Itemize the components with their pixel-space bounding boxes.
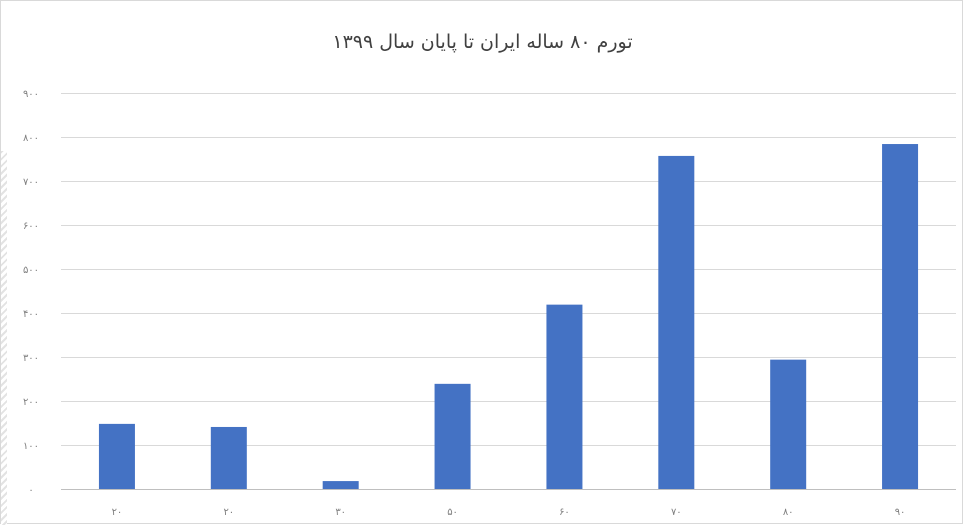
x-tick-label: ۵۰	[447, 507, 458, 518]
y-tick-label: ۸۰۰	[23, 133, 39, 144]
bar	[434, 383, 471, 489]
y-tick-label: ۵۰۰	[23, 265, 39, 276]
bars	[98, 144, 919, 490]
y-tick-label: ۱۰۰	[23, 441, 39, 452]
y-tick-label: ۷۰۰	[23, 177, 39, 188]
bar	[322, 481, 359, 489]
frame-edge-decoration	[1, 151, 7, 525]
y-axis-ticks: ۰ ۱۰۰ ۲۰۰ ۳۰۰ ۴۰۰ ۵۰۰ ۶۰۰ ۷۰۰ ۸۰۰ ۹۰۰	[23, 89, 39, 496]
x-tick-label: ۸۰	[783, 507, 794, 518]
y-tick-label: ۲۰۰	[23, 397, 39, 408]
y-tick-label: ۰	[28, 485, 33, 496]
x-tick-label: ۶۰	[559, 507, 570, 518]
chart-title: تورم ۸۰ ساله ایران تا پایان سال ۱۳۹۹	[332, 31, 633, 53]
gridlines	[61, 93, 956, 490]
x-tick-label: ۲۰	[223, 507, 234, 518]
y-tick-label: ۶۰۰	[23, 221, 39, 232]
x-tick-label: ۷۰	[671, 507, 682, 518]
x-tick-label: ۳۰	[335, 507, 346, 518]
bar	[98, 423, 135, 489]
bar	[546, 304, 583, 489]
y-tick-label: ۳۰۰	[23, 353, 39, 364]
x-tick-label: ۹۰	[895, 507, 906, 518]
bar	[770, 359, 807, 489]
x-axis-ticks: ۲۰ ۲۰ ۳۰ ۵۰ ۶۰ ۷۰ ۸۰ ۹۰	[112, 507, 906, 518]
y-tick-label: ۴۰۰	[23, 309, 39, 320]
x-tick-label: ۲۰	[112, 507, 123, 518]
bar	[210, 426, 247, 489]
bar	[882, 144, 919, 490]
y-tick-label: ۹۰۰	[23, 89, 39, 100]
bar	[658, 155, 695, 490]
